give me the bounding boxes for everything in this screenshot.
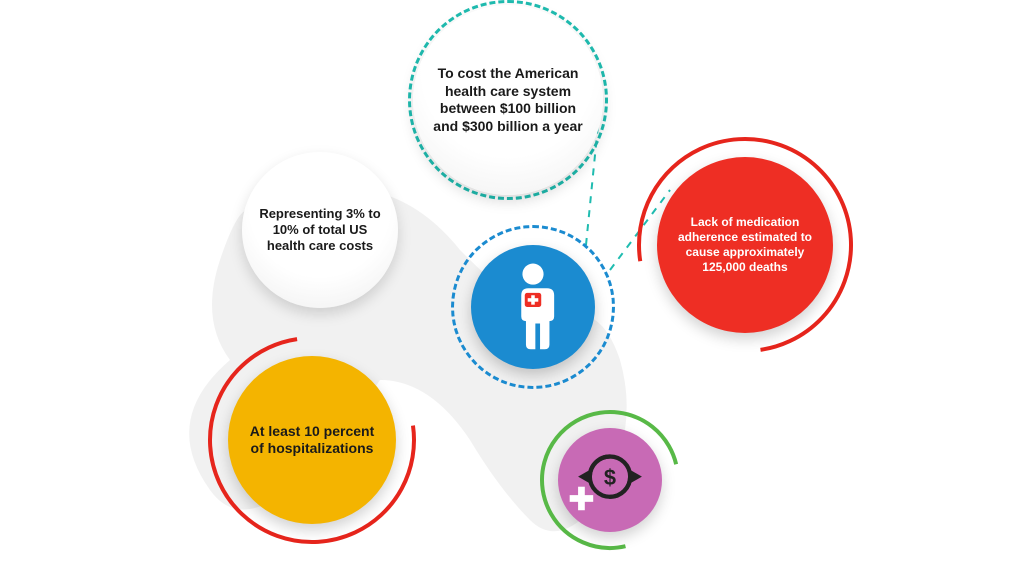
svg-text:$: $ — [604, 465, 616, 490]
infographic-stage: To cost the American health care system … — [0, 0, 1024, 576]
person-medical-icon — [496, 260, 570, 354]
percent-bubble: Representing 3% to 10% of total US healt… — [242, 152, 398, 308]
hosp-bubble: At least 10 percent of hospitalizations — [228, 356, 396, 524]
dollar-cycle-plus-icon: $ — [568, 438, 652, 522]
percent-text: Representing 3% to 10% of total US healt… — [242, 190, 398, 271]
cost-text: To cost the American health care system … — [413, 49, 603, 151]
deaths-text: Lack of medication adherence estimated t… — [657, 199, 833, 291]
cost-bubble: To cost the American health care system … — [413, 5, 603, 195]
deaths-bubble: Lack of medication adherence estimated t… — [657, 157, 833, 333]
hosp-text: At least 10 percent of hospitalizations — [228, 407, 396, 474]
finance-bubble: $ — [558, 428, 662, 532]
center-bubble — [471, 245, 595, 369]
